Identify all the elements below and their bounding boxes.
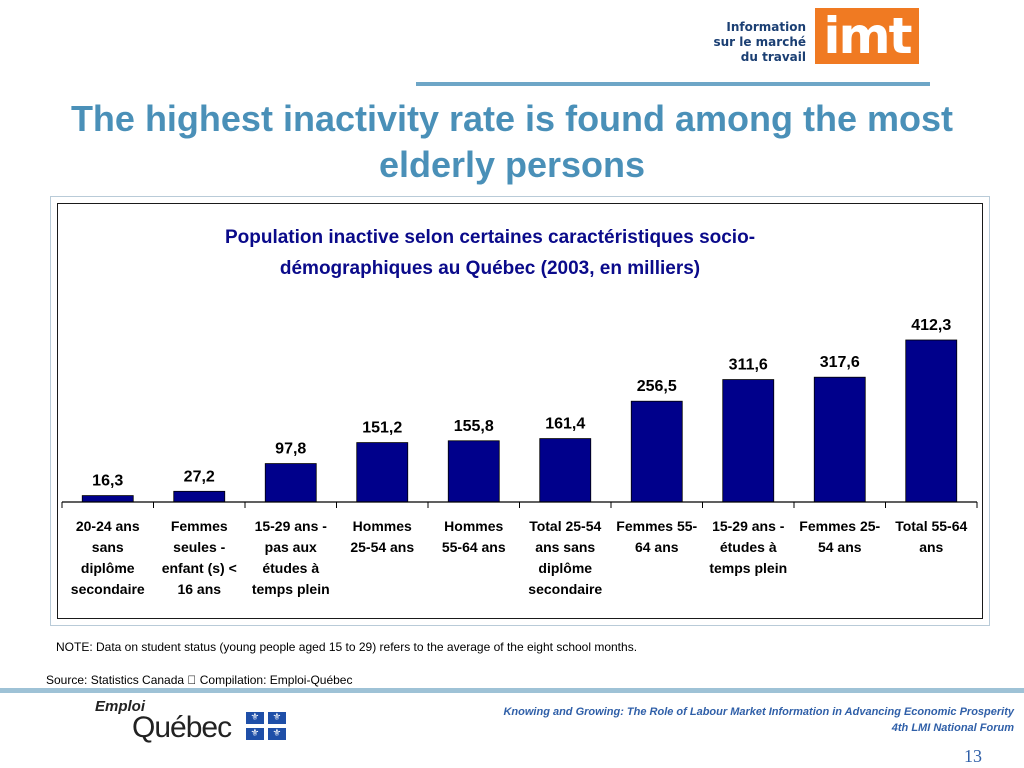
bar xyxy=(356,442,409,503)
bar xyxy=(81,495,134,503)
bar xyxy=(905,339,958,503)
bar-value-label: 16,3 xyxy=(92,473,123,490)
footer-band xyxy=(0,688,1024,693)
category-label: Hommes 25-54 ans xyxy=(350,518,414,555)
category-label: Femmes 55-64 ans xyxy=(616,518,697,555)
category-label: Hommes 55-64 ans xyxy=(442,518,506,555)
bar xyxy=(264,463,317,503)
category-label: Femmes 25-54 ans xyxy=(799,518,880,555)
category-label: Femmes seules -enfant (s) <16 ans xyxy=(162,518,237,597)
emploi-quebec-logo-quebec: Québec xyxy=(132,711,232,744)
logo-line: sur le marché xyxy=(713,35,806,49)
slide-title: The highest inactivity rate is found amo… xyxy=(70,98,954,185)
source-text: Source: Statistics Canada   Compilation:… xyxy=(46,673,353,687)
bar-value-label: 155,8 xyxy=(454,418,494,435)
imt-logo-icon: imt xyxy=(815,8,919,64)
bar-value-label: 27,2 xyxy=(184,468,215,485)
title-divider xyxy=(416,82,930,86)
bar-value-label: 311,6 xyxy=(729,357,768,374)
bar-value-label: 151,2 xyxy=(362,420,402,437)
category-label: 15-29 ans -études à temps plein xyxy=(709,518,787,576)
category-label: Total 25-54 ans sans diplôme secondaire xyxy=(528,518,602,597)
bar xyxy=(722,379,775,503)
footer-forum-name: 4th LMI National Forum xyxy=(891,722,1014,734)
bar-value-label: 256,5 xyxy=(637,378,677,395)
chart-note: NOTE: Data on student status (young peop… xyxy=(56,640,638,654)
imt-logo-text: Information sur le marché du travail xyxy=(700,20,806,65)
bar xyxy=(173,490,226,503)
bar xyxy=(813,376,866,503)
bar xyxy=(539,438,592,503)
logo-line: du travail xyxy=(740,50,806,64)
fleur-de-lis-flag-icon: ⚜ ⚜ ⚜ ⚜ xyxy=(246,712,286,740)
footer-conference-title: Knowing and Growing: The Role of Labour … xyxy=(503,706,1014,718)
emploi-quebec-logo-emploi: Emploi xyxy=(95,698,146,715)
bar-value-label: 161,4 xyxy=(545,416,585,433)
logo-line: Information xyxy=(726,20,806,34)
bar-value-label: 97,8 xyxy=(275,441,306,458)
bar xyxy=(447,440,500,503)
chart-title: Population inactive selon certaines cara… xyxy=(224,227,756,279)
bar-value-label: 317,6 xyxy=(820,354,860,371)
category-label: 20-24 ans sans diplôme secondaire xyxy=(71,518,145,597)
category-label: Total 55-64 ans xyxy=(895,518,967,555)
bar xyxy=(630,400,683,503)
page-number: 13 xyxy=(964,746,982,766)
bar-value-label: 412,3 xyxy=(911,317,951,334)
category-label: 15-29 ans -pas aux études à temps plein xyxy=(252,518,330,597)
